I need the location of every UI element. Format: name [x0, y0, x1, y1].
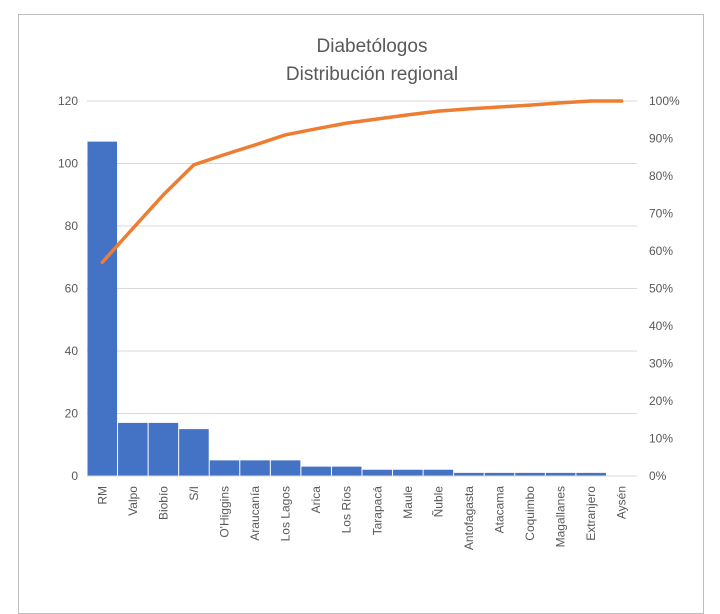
line-point [161, 193, 165, 197]
line-point [253, 143, 257, 147]
bar [87, 141, 118, 476]
x-tick-label: RM [95, 486, 109, 505]
bar [331, 466, 362, 476]
y2-tick-label: 100% [649, 94, 680, 108]
y2-tick-label: 40% [649, 319, 673, 333]
pareto-chart: Diabetólogos Distribución regional 0 20 40… [58, 36, 680, 550]
chart-subtitle: Distribución regional [286, 64, 458, 85]
x-tick-label: O'Higgins [218, 486, 232, 538]
y2-tick-label: 90% [649, 132, 673, 146]
x-tick-label: Magallanes [554, 486, 568, 547]
y-tick-label: 120 [58, 94, 78, 108]
bar [209, 460, 240, 476]
bar [484, 472, 515, 476]
line-point [406, 113, 410, 117]
line-point [223, 153, 226, 157]
y-tick-label: 0 [71, 469, 78, 483]
y2-tick-label: 80% [649, 169, 673, 183]
y-tick-label: 80 [65, 219, 79, 233]
bar [362, 469, 393, 476]
x-tick-label: Atacama [493, 486, 507, 534]
x-tick-label: Maule [401, 486, 415, 519]
y-tick-label: 20 [65, 407, 79, 421]
line-point [192, 163, 196, 167]
bar [270, 460, 301, 476]
x-tick-label: Los Lagos [279, 486, 293, 541]
x-tick-label: Aysén [615, 486, 629, 519]
bar [179, 429, 209, 476]
bar [393, 469, 423, 476]
y-tick-label: 60 [65, 282, 79, 296]
line-point [131, 227, 135, 230]
y-tick-label: 100 [58, 157, 78, 171]
y-tick-label: 40 [65, 344, 79, 358]
cumulative-line [100, 99, 624, 265]
x-tick-label: Antofagasta [462, 486, 476, 550]
x-tick-label: Coquimbo [523, 486, 537, 541]
x-tick-label: Arica [309, 486, 323, 514]
bar [545, 472, 576, 476]
x-tick-label: Araucanía [248, 486, 262, 541]
line-point [559, 101, 563, 105]
line-point [375, 117, 379, 121]
chart-frame [18, 14, 704, 614]
bar [576, 472, 606, 476]
x-tick-label: Extranjero [584, 486, 598, 541]
bar [240, 460, 270, 476]
x-tick-label: Los Ríos [340, 486, 354, 533]
y2-tick-label: 50% [649, 282, 673, 296]
x-tick-label: Valpo [126, 486, 140, 516]
y2-tick-label: 0% [649, 469, 667, 483]
line-point [100, 260, 104, 264]
bar [118, 422, 148, 476]
x-tick-label: S/I [187, 486, 201, 501]
line-point [467, 107, 471, 111]
bar [454, 472, 484, 476]
bar [515, 472, 545, 476]
line-point [620, 99, 624, 103]
chart-title: Diabetólogos [317, 36, 428, 57]
x-tick-label: Biobío [156, 486, 170, 520]
bar [423, 469, 454, 476]
x-tick-label: Ñuble [431, 486, 445, 518]
y2-tick-label: 30% [649, 357, 673, 371]
x-tick-label: Tarapacá [370, 486, 384, 536]
y2-tick-label: 70% [649, 207, 673, 221]
line-point [528, 103, 532, 107]
line-point [314, 127, 318, 131]
axes: 0 20 40 60 80 100 120 0% 10% 20% 30% 40% 50% 60% 70% 80… [58, 94, 680, 550]
y2-tick-label: 60% [649, 244, 673, 258]
bar [148, 422, 179, 476]
bar-series [87, 141, 606, 476]
y2-tick-label: 10% [649, 432, 673, 446]
line-point [498, 105, 501, 109]
bar [301, 466, 331, 476]
gridlines [87, 100, 637, 414]
line-point [436, 109, 440, 113]
line-point [284, 133, 288, 137]
line-point [589, 99, 593, 103]
cumulative-line-series [100, 99, 624, 265]
y2-tick-label: 20% [649, 394, 673, 408]
line-point [345, 121, 349, 125]
